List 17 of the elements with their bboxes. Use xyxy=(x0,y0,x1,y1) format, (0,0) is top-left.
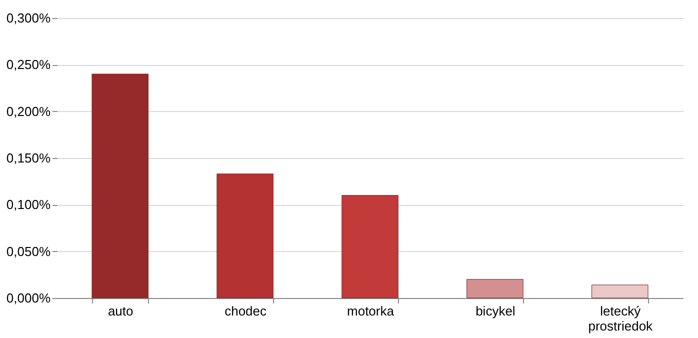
y-tick-label: 0,100% xyxy=(6,197,51,212)
y-tick-label: 0,000% xyxy=(6,290,51,306)
y-tick-label: 0,150% xyxy=(6,150,51,166)
bar xyxy=(466,279,524,298)
x-tick-label: auto xyxy=(108,304,134,318)
bar xyxy=(216,174,274,298)
y-tick-label: 0,050% xyxy=(6,244,51,259)
x-tick-label: chodec xyxy=(224,304,268,318)
x-tick-label: letecký prostriedok xyxy=(588,304,654,334)
y-tick-label: 0,300% xyxy=(6,10,51,26)
bar xyxy=(342,195,398,298)
bar xyxy=(92,74,148,298)
y-tick-label: 0,250% xyxy=(6,57,51,72)
x-tick-label: bicykel xyxy=(476,304,516,318)
y-tick-label: 0,200% xyxy=(6,104,51,119)
bar xyxy=(592,284,648,298)
x-tick-label: motorka xyxy=(347,304,395,318)
